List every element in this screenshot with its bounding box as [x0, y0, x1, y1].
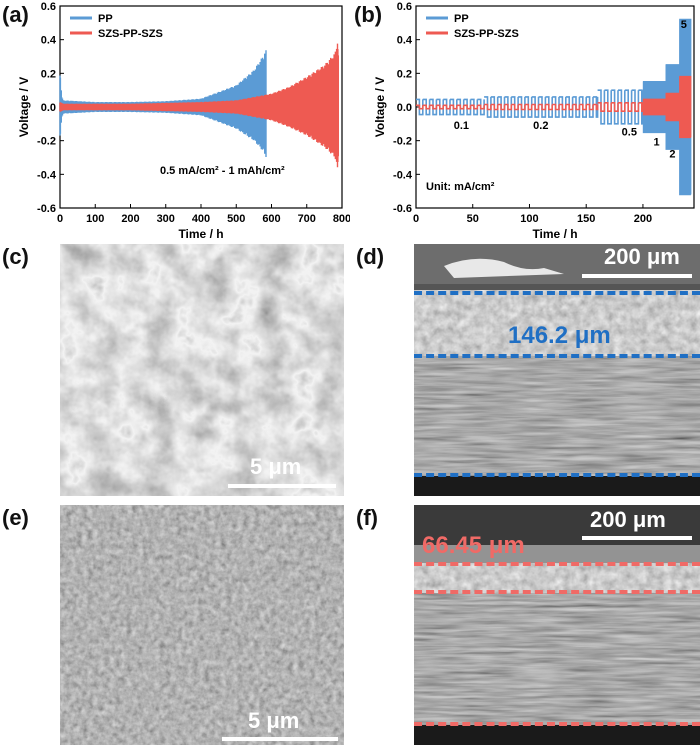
chart-a-ytick-label: -0.2	[37, 136, 56, 148]
chart-b-rate-label: 1	[653, 137, 659, 149]
chart-b-rate-label: 5	[681, 19, 687, 31]
sem-image-c-top-surface: 5 μm	[60, 244, 344, 496]
scalebar-label-c: 5 μm	[250, 454, 302, 479]
chart-a-ytick-label: 0.6	[41, 1, 56, 13]
chart-a-annotation: 0.5 mA/cm² - 1 mAh/cm²	[160, 165, 285, 177]
chart-b-ytick-label: 0.0	[397, 102, 412, 114]
chart-a-series-path	[59, 43, 339, 168]
chart-b-ytick-label: -0.4	[393, 169, 413, 181]
chart-b-series-path	[416, 75, 692, 139]
sem-texture-c	[60, 244, 344, 496]
boundary-mid-f	[414, 590, 700, 594]
chart-b-ytick-label: -0.6	[393, 203, 412, 215]
chart-a-legend-label: SZS-PP-SZS	[98, 28, 163, 40]
scalebar-label-e: 5 μm	[248, 708, 300, 733]
chart-a-xtick-label: 0	[57, 213, 63, 225]
chart-a-legend-label: PP	[98, 13, 113, 25]
chart-b-legend-label: SZS-PP-SZS	[454, 28, 519, 40]
chart-a-ytick-label: -0.6	[37, 203, 56, 215]
panel-label-e: (e)	[2, 505, 29, 530]
chart-b-rate-performance: -0.6 -0.4 -0.2 0.0 0.2 0.4 0.6 0 50 100 150 200 Time…	[373, 1, 695, 240]
chart-b-ytick-label: 0.6	[397, 1, 412, 13]
chart-b-rate-label: 0.1	[454, 120, 469, 132]
chart-a-xtick-label: 600	[262, 213, 280, 225]
sem-image-d-cross-section: 200 μm 146.2 μm	[414, 244, 700, 496]
chart-b-annotation: Unit: mA/cm²	[426, 181, 495, 193]
sem-texture-d	[414, 244, 700, 496]
scalebar-label-d: 200 μm	[604, 244, 680, 269]
chart-a-series-szs	[59, 43, 339, 168]
panel-label-a: (a)	[2, 2, 29, 27]
chart-b-xtick-label: 150	[577, 213, 595, 225]
chart-a-xtick-label: 200	[121, 213, 139, 225]
chart-b-ytick-label: 0.4	[397, 35, 413, 47]
scalebar-label-f: 200 μm	[590, 507, 666, 532]
chart-a-ytick-label: 0.4	[41, 35, 57, 47]
chart-a-ylabel: Voltage / V	[17, 77, 31, 137]
chart-b-rate-label: 2	[669, 149, 675, 161]
scalebar-c	[228, 484, 336, 488]
chart-a-xtick-label: 300	[157, 213, 175, 225]
chart-a-xtick-label: 500	[227, 213, 245, 225]
chart-b-xtick-label: 50	[467, 213, 479, 225]
scalebar-e	[222, 737, 338, 741]
chart-b-series-szs	[416, 75, 692, 139]
chart-a-ytick-label: -0.4	[37, 169, 57, 181]
sem-texture-e	[60, 505, 344, 745]
chart-b-series-pp	[416, 18, 692, 196]
panel-label-f: (f)	[356, 505, 378, 530]
panel-label-c: (c)	[2, 244, 29, 269]
chart-b-xtick-label: 200	[634, 213, 652, 225]
chart-a-ytick-label: 0.2	[41, 68, 56, 80]
chart-a-ytick-label: 0.0	[41, 102, 56, 114]
panel-label-d: (d)	[356, 244, 385, 269]
sem-image-e-top-surface: 5 μm	[60, 505, 344, 745]
boundary-top-d	[414, 291, 700, 295]
boundary-top-f	[414, 562, 700, 566]
boundary-bottom-f	[414, 722, 700, 726]
boundary-mid-d	[414, 354, 700, 358]
boundary-bottom-d	[414, 473, 700, 477]
sem-image-f-cross-section: 200 μm 66.45 μm	[414, 505, 700, 745]
chart-b-ytick-label: 0.2	[397, 68, 412, 80]
scalebar-d	[582, 274, 692, 278]
chart-a-xtick-label: 400	[192, 213, 210, 225]
chart-b-rate-label: 0.2	[533, 120, 548, 132]
chart-b-rate-label: 0.5	[622, 127, 637, 139]
chart-a-xtick-label: 700	[298, 213, 316, 225]
thickness-label-f: 66.45 μm	[422, 532, 525, 559]
chart-b-xtick-label: 100	[520, 213, 538, 225]
thickness-label-d: 146.2 μm	[508, 322, 611, 349]
chart-a-voltage-profile: -0.6 -0.4 -0.2 0.0 0.2 0.4 0.6 0 100 200 300 400 500…	[17, 1, 350, 240]
chart-b-xlabel: Time / h	[532, 227, 577, 240]
chart-b-ylabel: Voltage / V	[373, 77, 387, 137]
chart-b-ytick-label: -0.2	[393, 136, 412, 148]
chart-a-xlabel: Time / h	[178, 227, 223, 240]
chart-a-xtick-label: 100	[86, 213, 104, 225]
chart-b-xtick-label: 0	[413, 213, 419, 225]
chart-b-series-path	[416, 18, 692, 196]
scalebar-f	[582, 536, 692, 540]
panel-label-b: (b)	[354, 2, 383, 27]
sem-texture-f	[414, 505, 700, 745]
chart-a-xtick-label: 800	[333, 213, 350, 225]
chart-b-legend-label: PP	[454, 13, 469, 25]
